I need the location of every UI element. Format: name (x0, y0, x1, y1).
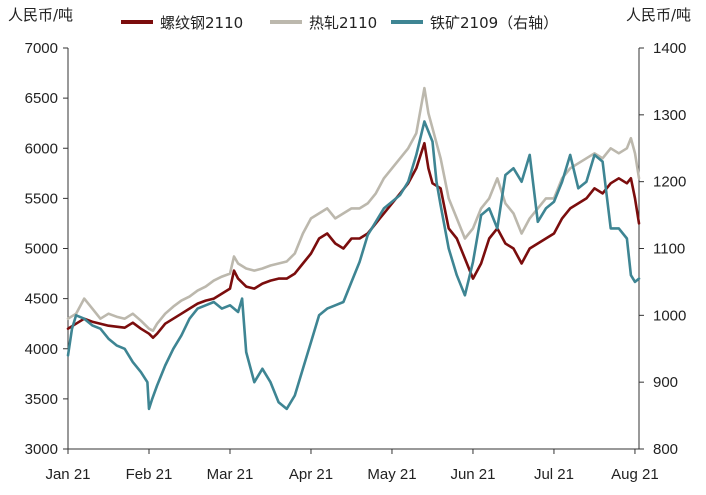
y-right-tick-label: 1200 (653, 174, 686, 191)
series-line-hot-rolled (66, 86, 641, 333)
y-right-tick-label: 1400 (653, 40, 686, 57)
legend: 螺纹钢2110 热轧2110 铁矿2109（右轴） (121, 14, 558, 32)
x-tick-label: May 21 (367, 466, 416, 483)
y-left-tick-label: 5000 (25, 241, 58, 258)
y-right-tick-label: 1300 (653, 107, 686, 124)
y-left-tick-label: 4000 (25, 341, 58, 358)
y-left-tick-label: 3000 (25, 441, 58, 458)
x-tick-label: Apr 21 (289, 466, 333, 483)
y-left-tick-label: 6000 (25, 140, 58, 157)
y-left-tick-label: 3500 (25, 391, 58, 408)
legend-label-hot-rolled: 热轧2110 (309, 14, 377, 32)
x-tick-label: Jul 21 (534, 466, 574, 483)
y-right-tick-label: 900 (653, 374, 678, 391)
x-tick-label: Feb 21 (126, 466, 173, 483)
y-right-tick-label: 800 (653, 441, 678, 458)
y-left-tick-label: 6500 (25, 90, 58, 107)
x-tick-label: Jan 21 (45, 466, 90, 483)
x-tick-label: Mar 21 (207, 466, 254, 483)
x-tick-label: Aug 21 (611, 466, 659, 483)
y-left-tick-label: 4500 (25, 291, 58, 308)
y-left-tick-label: 5500 (25, 190, 58, 207)
y-right-tick-label: 1000 (653, 307, 686, 324)
x-tick-label: Jun 21 (450, 466, 495, 483)
legend-label-iron-ore: 铁矿2109（右轴） (430, 14, 558, 32)
series-line-iron-ore (66, 120, 641, 411)
series-line-rebar (66, 141, 641, 340)
y-right-ticks: 800 900 1000 1100 1200 1300 1400 (639, 40, 686, 458)
legend-label-rebar: 螺纹钢2110 (160, 14, 243, 32)
y-left-tick-label: 7000 (25, 40, 58, 57)
y-right-tick-label: 1100 (653, 241, 685, 258)
y-left-ticks: 3000 3500 4000 4500 5000 5500 6000 6500 7000 (25, 40, 68, 458)
y-left-unit-label: 人民币/吨 (8, 6, 73, 24)
series-lines (66, 86, 641, 411)
y-right-unit-label: 人民币/吨 (626, 6, 691, 24)
x-ticks: Jan 21 Feb 21 Mar 21 Apr 21 May 21 Jun 21 Jul … (45, 449, 659, 483)
